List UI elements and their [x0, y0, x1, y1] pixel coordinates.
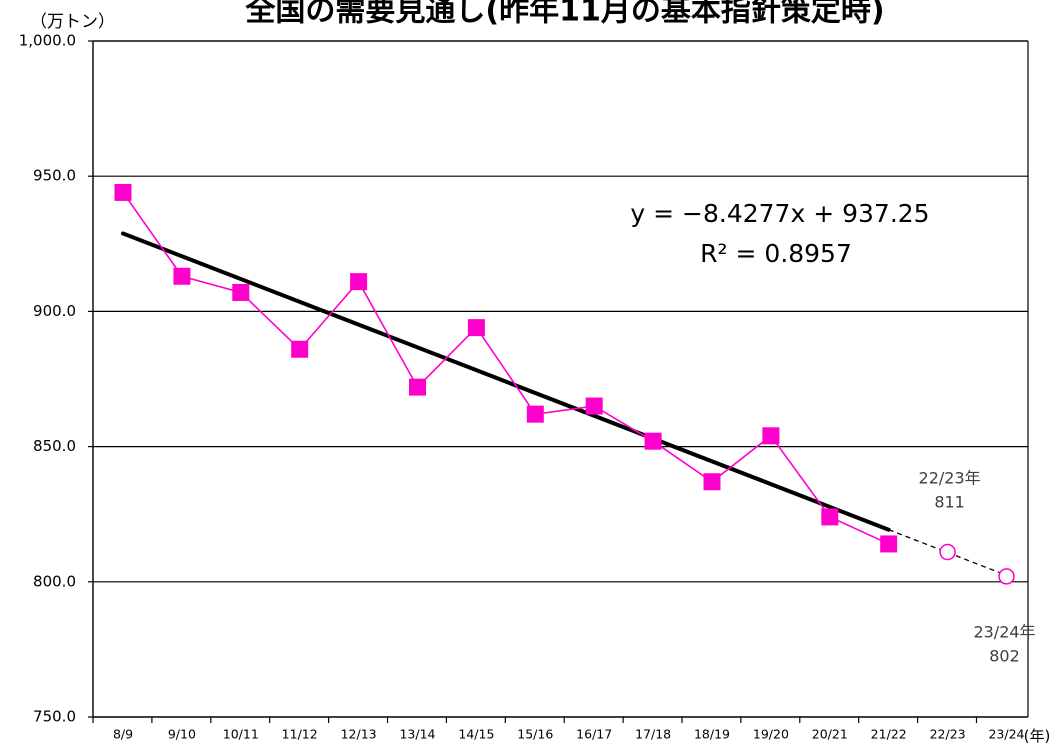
x-tick-labels: 8/9 9/10 10/11 11/12 12/13 13/14 14/15 15/16 16/…: [113, 727, 1025, 742]
annotation-1-line-0: 23/24年: [973, 623, 1035, 642]
point-actual-4: [350, 273, 368, 291]
point-actual-11: [762, 427, 780, 445]
annotation-0-line-1: 811: [934, 493, 965, 512]
y-tick-label-3: 900.0: [33, 302, 76, 320]
marker-layer: [114, 183, 1015, 585]
x-tick-label-1: 9/10: [168, 727, 196, 742]
x-tick-label-15: 23/24: [988, 727, 1024, 742]
chart-title: 全国の需要見通し(昨年11月の基本指針策定時): [244, 0, 884, 29]
x-tick-label-5: 13/14: [399, 727, 435, 742]
trendline-layer: [121, 231, 1007, 576]
point-actual-12: [821, 508, 839, 526]
point-actual-5: [409, 378, 426, 396]
y-tick-label-2: 850.0: [33, 437, 76, 455]
x-tick-label-3: 11/12: [282, 727, 318, 742]
axes: [88, 40, 1029, 723]
x-tick-label-6: 14/15: [458, 727, 494, 742]
annotations: 22/23年 811 23/24年 802: [919, 469, 1036, 666]
trend-equation: y = −8.4277x + 937.25: [630, 199, 929, 228]
x-tick-label-0: 8/9: [113, 727, 133, 742]
x-tick-label-14: 22/23: [930, 727, 966, 742]
y-tick-label-4: 950.0: [33, 167, 76, 185]
point-actual-13: [880, 535, 898, 553]
point-forecast-14: [939, 543, 956, 561]
x-tick-label-12: 20/21: [812, 727, 848, 742]
point-actual-0: [114, 183, 132, 201]
y-tick-labels: 750.0 800.0 850.0 900.0 950.0 1,000.0: [19, 32, 76, 726]
point-actual-2: [232, 283, 250, 301]
point-actual-6: [467, 319, 485, 337]
x-tick-label-9: 17/18: [635, 727, 671, 742]
x-tick-label-2: 10/11: [223, 727, 259, 742]
trendline: [121, 231, 891, 532]
x-tick-label-4: 12/13: [341, 727, 377, 742]
point-forecast-15: [998, 568, 1015, 585]
series-line-actual: [122, 191, 890, 545]
point-actual-8: [585, 397, 603, 415]
y-tick-label-5: 1,000.0: [19, 32, 76, 50]
trend-r-squared: R² = 0.8957: [700, 239, 852, 268]
gridlines: [93, 40, 1028, 583]
series-layer: [122, 191, 890, 545]
point-actual-1: [173, 267, 191, 285]
annotation-0-line-0: 22/23年: [919, 469, 981, 488]
point-actual-9: [644, 432, 662, 450]
y-tick-label-1: 800.0: [33, 572, 76, 590]
x-tick-label-13: 21/22: [871, 727, 907, 742]
annotation-1-line-1: 802: [989, 647, 1020, 666]
y-axis-unit: （万トン）: [30, 12, 115, 32]
x-tick-label-11: 19/20: [753, 727, 789, 742]
y-tick-label-0: 750.0: [33, 708, 76, 726]
x-tick-label-7: 15/16: [517, 727, 553, 742]
x-axis-unit: (年): [1024, 727, 1051, 745]
point-actual-3: [291, 340, 309, 358]
point-actual-10: [703, 473, 721, 491]
x-tick-label-10: 18/19: [694, 727, 730, 742]
point-actual-7: [526, 405, 544, 423]
x-tick-label-8: 16/17: [576, 727, 612, 742]
